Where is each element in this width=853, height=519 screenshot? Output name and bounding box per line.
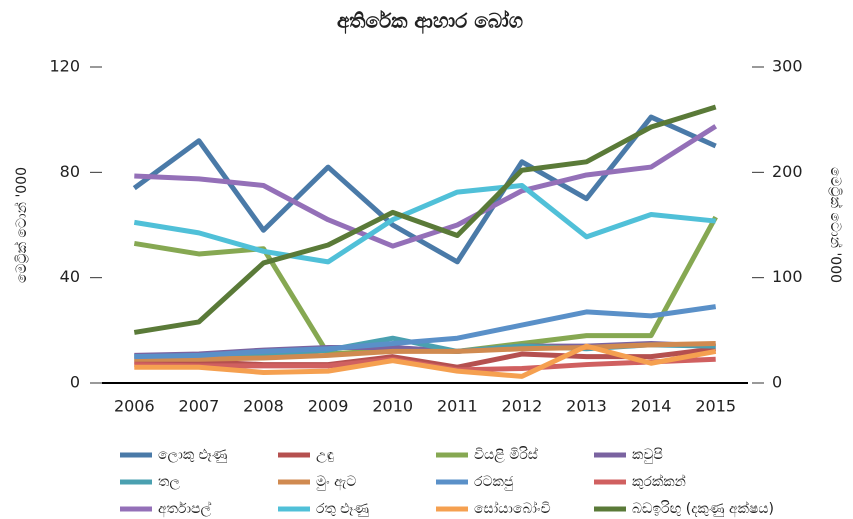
series-line	[133, 183, 716, 265]
series-line	[134, 124, 718, 249]
y-tick-label: 120	[49, 57, 80, 76]
series-line	[134, 341, 716, 362]
legend-label: බඩඉරිඟු (දකුණු අක්ෂය)	[632, 501, 774, 518]
x-tick-label: 2012	[502, 397, 543, 416]
y-axis-label: මෙට්‍රික් ටොන් '000	[14, 167, 30, 283]
legend-label: රටකජු	[474, 474, 514, 491]
x-tick-label: 2015	[695, 397, 736, 416]
y-tick-label: 80	[60, 162, 80, 181]
legend-label: උඳු	[316, 447, 334, 463]
y-tick-label: 0	[70, 373, 80, 392]
legend-label: තල	[158, 474, 180, 490]
y-tick-label: 40	[60, 267, 80, 286]
legend-label: ලොකු ළූණු	[158, 447, 228, 463]
y2-tick-label: 300	[772, 57, 803, 76]
series-line	[134, 343, 717, 379]
legend-label: රතු ළූණු	[316, 501, 369, 517]
x-tick-label: 2013	[566, 397, 607, 416]
legend-label: වියළි මිරිස්	[474, 447, 538, 463]
y2-tick-label: 100	[772, 267, 803, 286]
series-line	[133, 104, 717, 335]
legend-label: කුරක්කන්	[632, 474, 686, 490]
x-tick-label: 2011	[437, 397, 478, 416]
x-tick-label: 2014	[631, 397, 672, 416]
series-line	[134, 304, 717, 360]
x-tick-label: 2008	[243, 397, 284, 416]
legend-label: අර්තාපල්	[158, 501, 212, 518]
x-tick-label: 2007	[179, 397, 220, 416]
series-line	[132, 114, 717, 265]
x-tick-label: 2006	[114, 397, 155, 416]
x-tick-label: 2009	[308, 397, 349, 416]
y2-tick-label: 200	[772, 162, 803, 181]
y2-axis-label: මෙට්‍රික් ටොන් '000	[827, 167, 843, 283]
x-tick-label: 2010	[372, 397, 413, 416]
chart-title: අතිරේක ආහාර බෝග	[337, 8, 523, 34]
legend-label: මුං ඇට	[316, 474, 356, 491]
legend-label: සෝයාබෝංචි	[474, 501, 551, 517]
legend-label: කවුපි	[632, 447, 663, 464]
y2-tick-label: 0	[772, 373, 782, 392]
